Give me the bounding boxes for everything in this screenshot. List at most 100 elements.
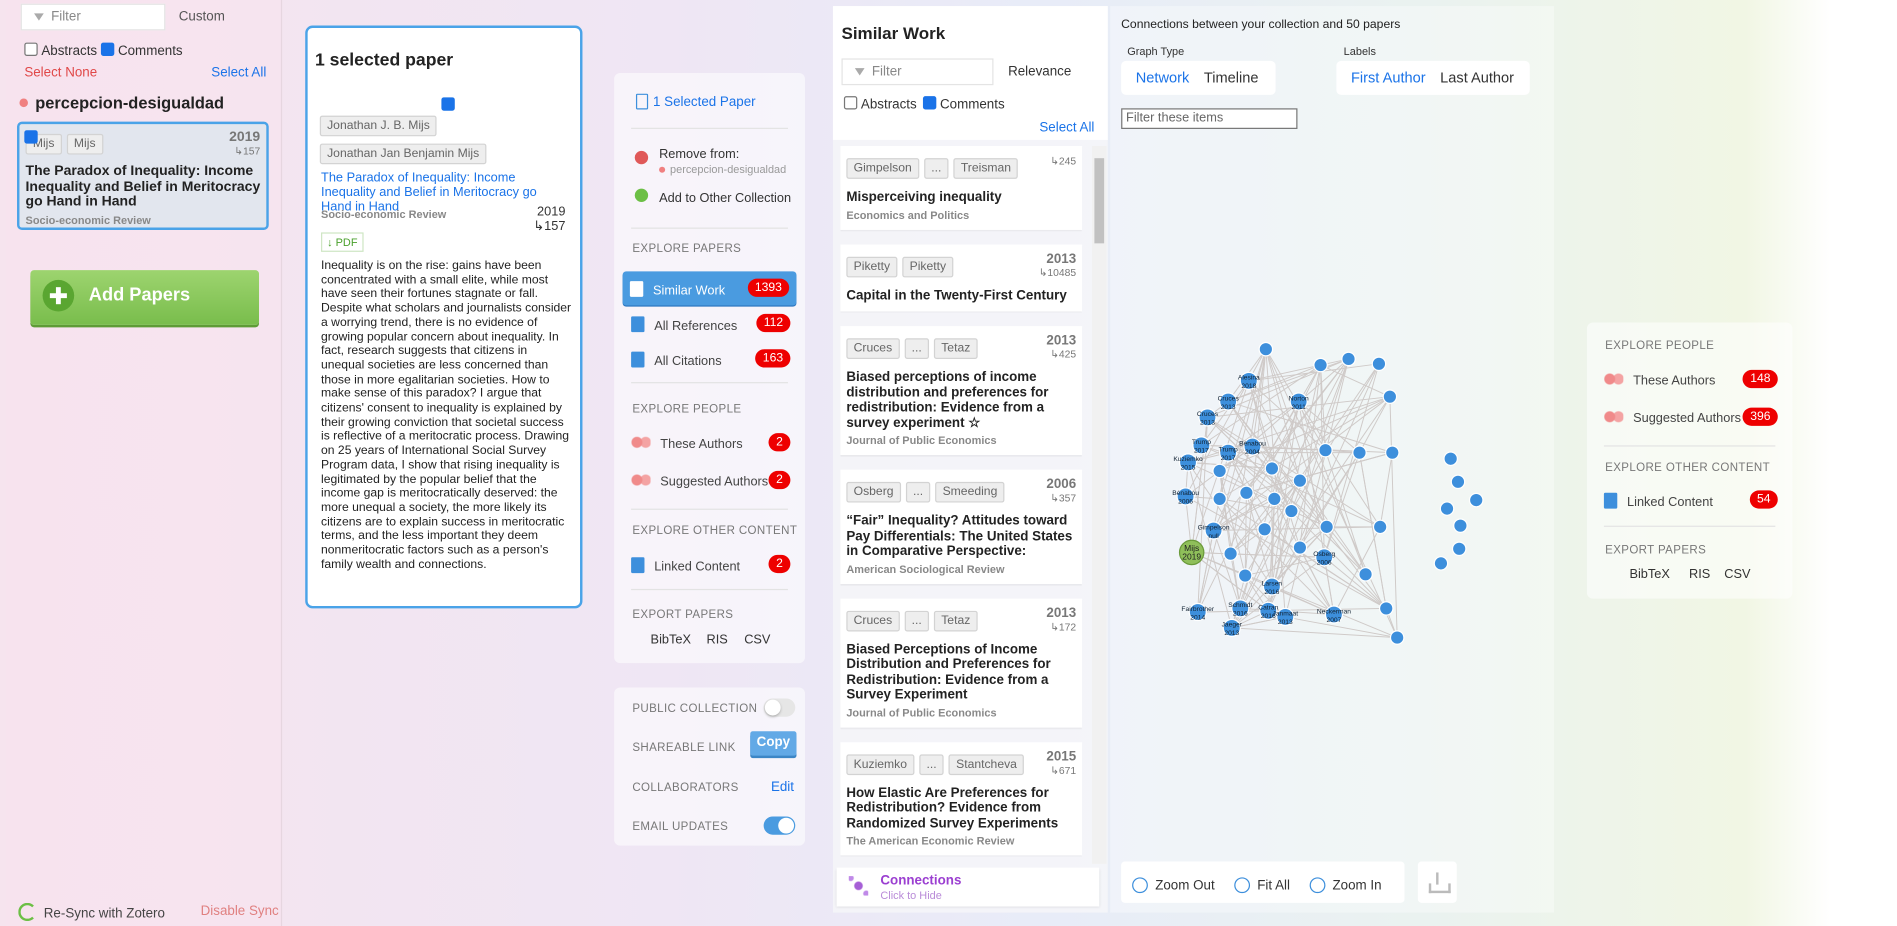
author-chip[interactable]: Cruces <box>846 338 900 359</box>
edge <box>1219 498 1292 512</box>
edge <box>1285 616 1398 639</box>
author-chips: Cruces... Tetaz <box>846 336 1076 359</box>
node <box>1257 522 1272 537</box>
nav-item[interactable]: Suggested Authors 396 <box>1603 407 1778 426</box>
custom-filter[interactable]: Custom <box>178 9 225 25</box>
author-chip[interactable]: Tetaz <box>933 338 978 359</box>
author-chip[interactable]: Smeeding <box>935 481 1005 503</box>
author-chip[interactable]: Mijs <box>66 133 103 155</box>
export-format[interactable]: RIS <box>706 632 728 648</box>
paper-card[interactable]: Gimpelson...Treisman245Misperceiving ine… <box>840 146 1083 230</box>
export-format[interactable]: CSV <box>744 632 771 648</box>
nav-item[interactable]: Linked Content 2 <box>631 554 791 574</box>
paper-card[interactable]: Osberg...Smeeding2006357“Fair” Inequalit… <box>840 469 1083 584</box>
add-papers-button[interactable]: Add Papers <box>30 270 260 325</box>
copy-button[interactable]: Copy <box>750 731 797 756</box>
author-chip[interactable]: ... <box>919 753 944 775</box>
author-chip[interactable]: Osberg <box>846 481 901 503</box>
checkbox[interactable] <box>441 97 455 111</box>
resync[interactable]: Re-Sync with Zotero <box>18 902 165 922</box>
switch-option[interactable]: Last Author <box>1440 69 1515 87</box>
section-label: EXPLORE PAPERS <box>632 242 742 256</box>
selected-count[interactable]: 1 Selected Paper <box>635 93 756 110</box>
edit-link[interactable]: Edit <box>770 779 795 795</box>
paper-card[interactable]: Kuziemko...Stantcheva2015671How Elastic … <box>840 741 1083 856</box>
node <box>1264 461 1280 476</box>
filter-input[interactable]: Filter <box>841 58 994 86</box>
scrollbar[interactable] <box>1091 146 1107 864</box>
select-none[interactable]: Select None <box>24 65 98 81</box>
author-chip[interactable]: Jonathan Jan Benjamin Mijs <box>319 143 487 165</box>
checkbox[interactable] <box>843 96 858 110</box>
pdf-link[interactable]: ↓ PDF <box>321 232 364 252</box>
count-badge: 148 <box>1742 369 1778 389</box>
author-chip[interactable]: Gimpelson <box>846 158 920 179</box>
abstracts-toggle[interactable]: Abstracts <box>24 42 97 58</box>
author-chip[interactable]: ... <box>923 158 949 179</box>
export-format[interactable]: CSV <box>1724 567 1751 582</box>
nav-item[interactable]: These Authors 2 <box>631 433 791 452</box>
author-chip[interactable]: Treisman <box>953 158 1019 179</box>
zoom-out[interactable]: Zoom Out <box>1132 877 1214 894</box>
author-chip[interactable]: Piketty <box>846 256 898 277</box>
disable-sync[interactable]: Disable Sync <box>200 904 279 919</box>
download-button[interactable] <box>1417 861 1457 903</box>
comments-toggle[interactable]: Comments <box>100 42 183 58</box>
author-chip[interactable]: Cruces <box>846 610 900 631</box>
abstracts-toggle[interactable]: Abstracts <box>843 96 917 112</box>
select-all[interactable]: Select All <box>211 65 267 81</box>
sort[interactable]: Relevance <box>1008 64 1072 80</box>
connections-toggle[interactable]: Connections Click to Hide <box>836 867 1100 907</box>
author-chip[interactable]: Stantcheva <box>948 753 1025 775</box>
comments-toggle[interactable]: Comments <box>922 96 1005 112</box>
item-inner: These Authors 2 <box>631 433 791 452</box>
nav-item[interactable]: Similar Work 1393 <box>622 271 797 306</box>
checkbox[interactable] <box>24 42 38 56</box>
checkbox[interactable] <box>24 130 38 144</box>
nav-item[interactable]: All References 112 <box>631 313 791 333</box>
switch-option[interactable]: Timeline <box>1203 69 1259 87</box>
remove-collection: percepcion-desigualdad <box>659 163 786 175</box>
email-toggle[interactable] <box>763 816 796 835</box>
export-format[interactable]: BibTeX <box>650 632 692 648</box>
fit-all[interactable]: Fit All <box>1234 877 1290 894</box>
edge <box>1219 349 1267 500</box>
zoom-in[interactable]: Zoom In <box>1309 877 1382 894</box>
author-chip[interactable]: ... <box>905 481 931 503</box>
checkbox[interactable] <box>922 96 937 110</box>
export-format[interactable]: BibTeX <box>1629 567 1670 582</box>
author-chip[interactable]: Tetaz <box>933 610 978 631</box>
paper-card[interactable]: PikettyPiketty201310485Capital in the Tw… <box>840 243 1083 312</box>
abstract: Inequality is on the rise: gains have be… <box>321 259 572 572</box>
public-toggle[interactable] <box>763 698 796 717</box>
filter-input[interactable]: Filter <box>20 3 166 31</box>
nav-item[interactable]: Suggested Authors 2 <box>631 470 791 490</box>
select-all[interactable]: Select All <box>1039 120 1095 136</box>
edge <box>1273 358 1349 500</box>
paper-card[interactable]: Cruces...Tetaz2013425Biased perceptions … <box>840 326 1083 456</box>
collection-name[interactable]: percepcion-desigualdad <box>35 93 225 112</box>
author-chip[interactable]: Kuziemko <box>846 753 915 775</box>
switch-option[interactable]: Network <box>1135 69 1190 87</box>
graph-filter[interactable]: Filter these items <box>1121 108 1298 129</box>
author-chip[interactable]: Piketty <box>902 256 954 277</box>
author-chip[interactable]: Jonathan J. B. Mijs <box>319 115 438 137</box>
nav-item[interactable]: These Authors 148 <box>1603 369 1778 389</box>
nav-item[interactable]: All Citations 163 <box>631 349 791 369</box>
author-chip[interactable]: ... <box>904 610 930 631</box>
section-label: EXPLORE OTHER CONTENT <box>632 524 798 538</box>
export-format[interactable]: RIS <box>1689 567 1711 582</box>
year: 2019 <box>229 130 261 145</box>
heading: 1 selected paper <box>314 51 454 71</box>
year-block: 2013172 <box>1046 606 1076 634</box>
paper-card[interactable]: Cruces...Tetaz2013172Biased Perceptions … <box>840 598 1083 728</box>
switch-option[interactable]: First Author <box>1350 69 1426 87</box>
nav-item[interactable]: Linked Content 54 <box>1603 490 1778 510</box>
author-chip[interactable]: ... <box>904 338 930 359</box>
checkbox[interactable] <box>100 42 115 56</box>
remove-from[interactable]: Remove from: <box>659 147 740 162</box>
collection-panel: PUBLIC COLLECTION SHAREABLE LINK Copy CO… <box>614 687 805 846</box>
add-other[interactable]: Add to Other Collection <box>659 191 792 206</box>
paper-title[interactable]: The Paradox of Inequality: Income Inequa… <box>321 170 537 215</box>
